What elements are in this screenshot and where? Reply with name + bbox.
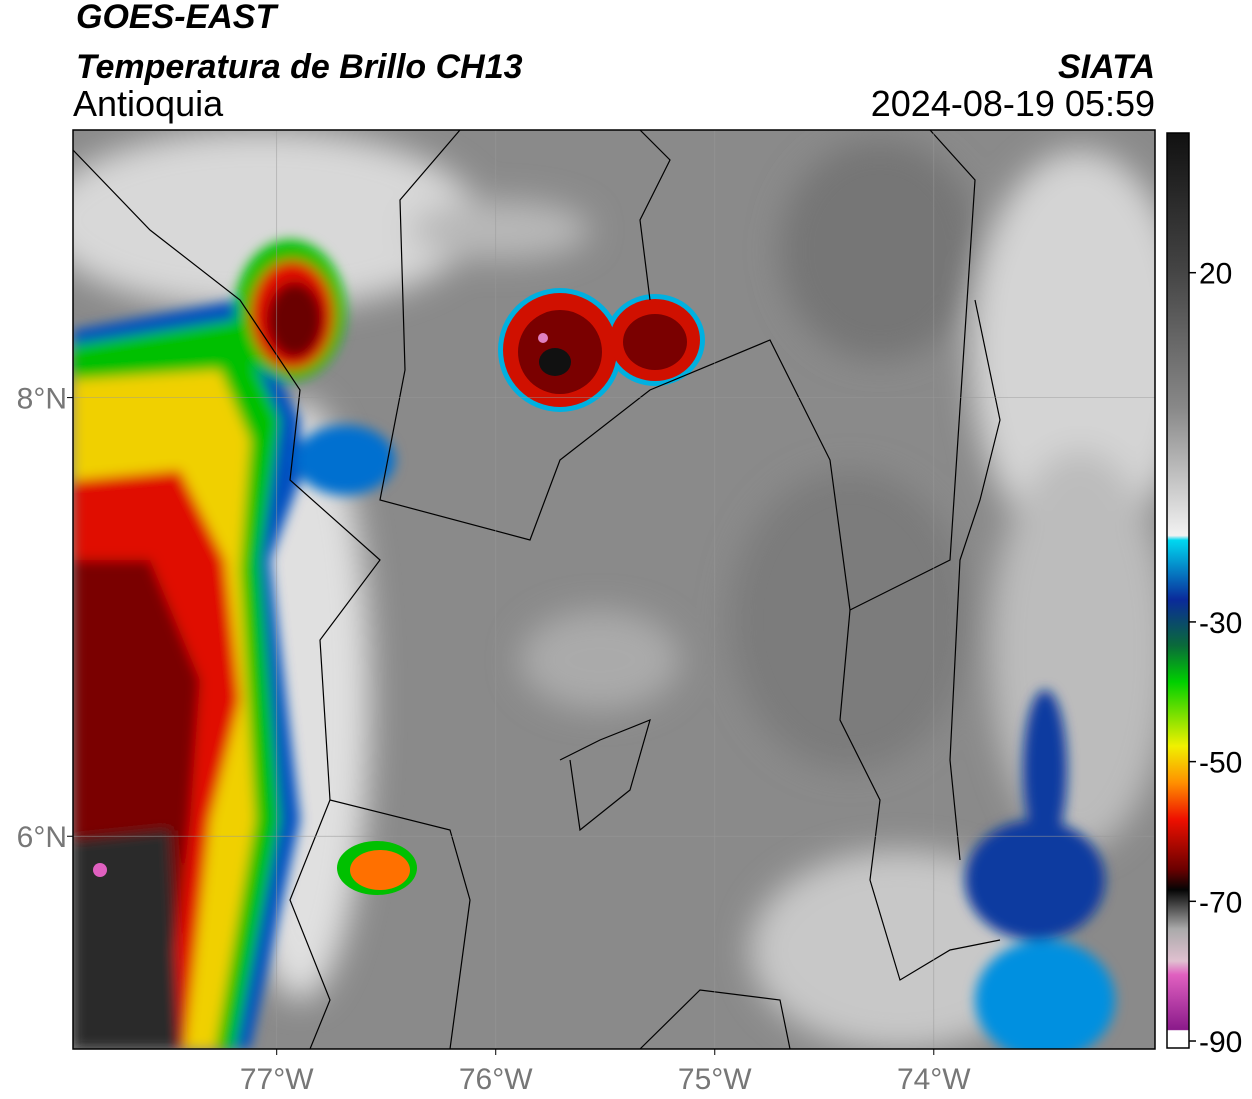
colorbar-label: -90 (1199, 1026, 1242, 1059)
title: GOES-EAST (76, 0, 279, 36)
satellite-image (73, 130, 1155, 1049)
source: SIATA (1058, 48, 1155, 86)
lon-label: 76°W (459, 1063, 533, 1096)
storm-cells (93, 288, 705, 895)
colorbar-label: -70 (1199, 886, 1242, 919)
datetime: 2024-08-19 05:59 (871, 83, 1155, 124)
region: Antioquia (73, 83, 224, 124)
lat-label: 8°N (17, 383, 67, 416)
map-frame (72, 129, 1156, 1050)
lon-label: 75°W (678, 1063, 752, 1096)
colorbar (1166, 132, 1190, 1049)
colorbar-label: -30 (1199, 607, 1242, 640)
colorbar-label: 20 (1199, 258, 1232, 291)
lon-label: 74°W (897, 1063, 971, 1096)
lon-label: 77°W (240, 1063, 314, 1096)
borders (73, 130, 1001, 1049)
lat-label: 6°N (17, 821, 67, 854)
subtitle: Temperatura de Brillo CH13 (76, 48, 523, 86)
graticule (73, 130, 1155, 1049)
colorbar-label: -50 (1199, 747, 1242, 780)
